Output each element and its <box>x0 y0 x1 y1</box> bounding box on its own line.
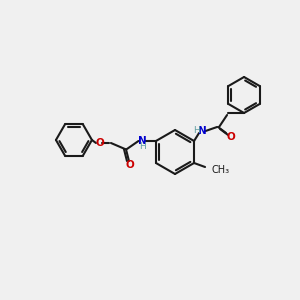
Text: O: O <box>227 132 236 142</box>
Text: O: O <box>126 160 134 170</box>
Text: CH₃: CH₃ <box>211 165 229 175</box>
Text: N: N <box>138 136 146 146</box>
Text: H: H <box>193 126 200 135</box>
Text: O: O <box>96 138 104 148</box>
Text: H: H <box>139 142 146 151</box>
Text: N: N <box>198 126 206 136</box>
